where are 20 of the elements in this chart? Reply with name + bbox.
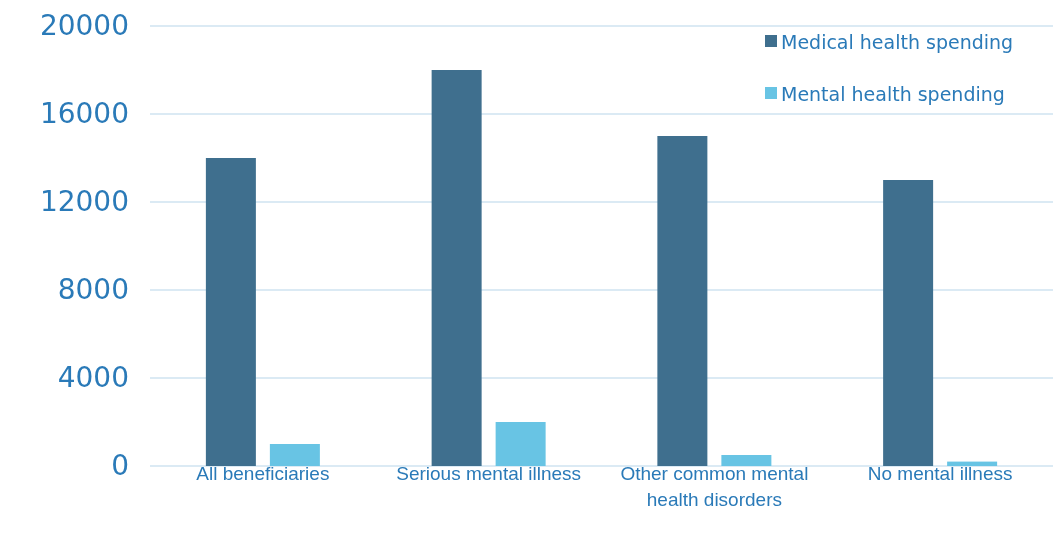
x-tick-label: No mental illness xyxy=(867,463,1013,485)
y-tick-label: 8000 xyxy=(57,273,129,307)
y-tick-label: 16000 xyxy=(39,97,129,131)
legend-label: Medical health spending xyxy=(781,30,1014,53)
x-tick-label: Serious mental illness xyxy=(396,463,582,485)
bar xyxy=(883,180,934,466)
y-tick-label: 20000 xyxy=(39,9,129,43)
x-tick-label: Other common mental health disorders xyxy=(620,463,809,511)
bar xyxy=(721,455,772,466)
bar xyxy=(495,422,546,466)
bar xyxy=(205,158,256,466)
bar xyxy=(431,70,482,466)
x-tick-label: All beneficiaries xyxy=(196,463,330,485)
y-tick-label: 12000 xyxy=(39,185,129,219)
bar xyxy=(947,461,998,466)
y-tick-label: 0 xyxy=(111,449,129,483)
y-tick-label: 4000 xyxy=(57,361,129,395)
bar xyxy=(269,444,320,466)
bar xyxy=(657,136,708,466)
legend-label: Mental health spending xyxy=(781,82,1005,105)
